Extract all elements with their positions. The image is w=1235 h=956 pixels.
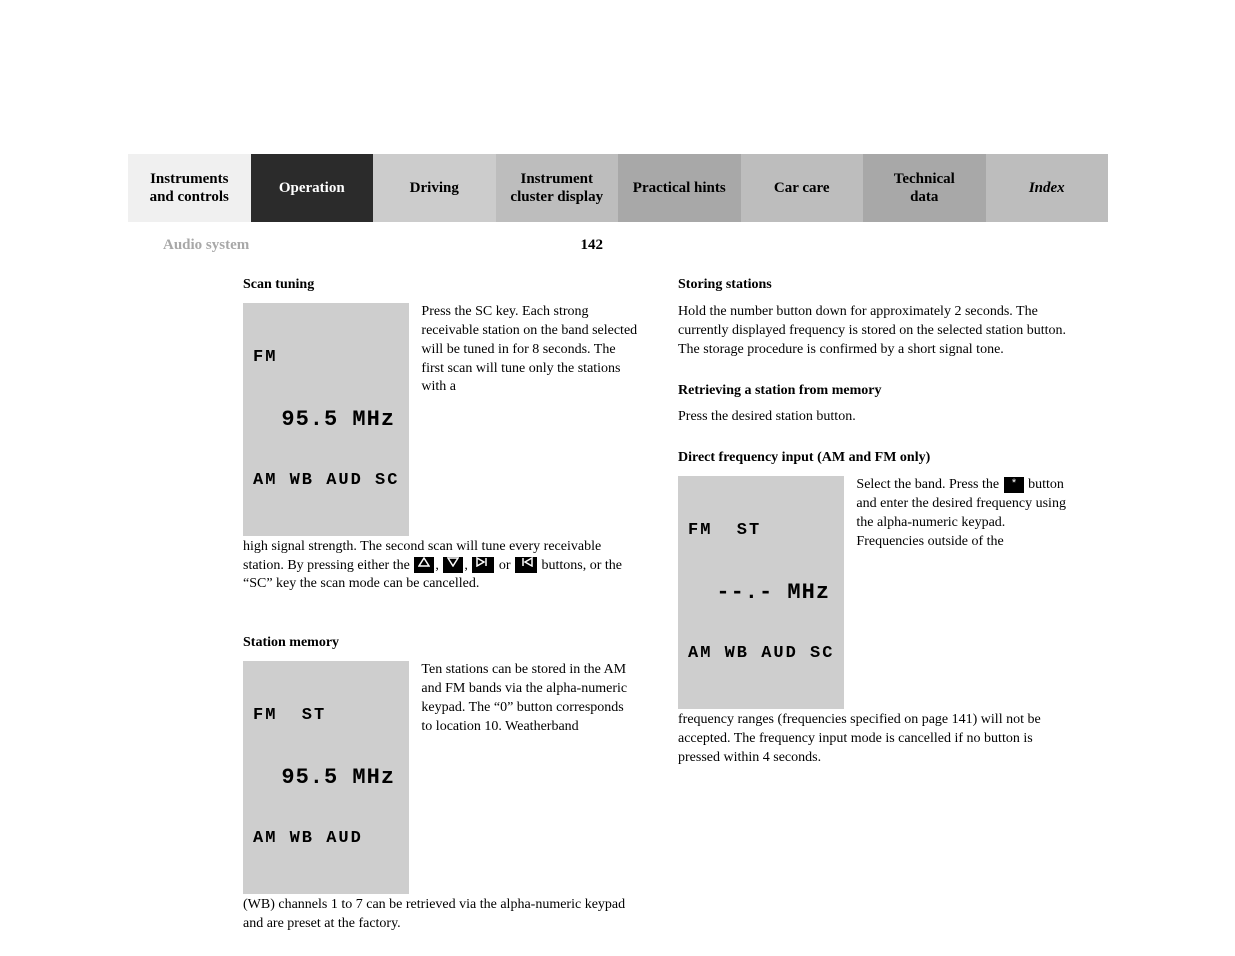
scan-tuning-section: Scan tuning FM 95.5 MHz AM WB AUD SC Pre… xyxy=(243,276,638,594)
direct-freq-section: Direct frequency input (AM and FM only) … xyxy=(678,449,1073,767)
star-icon: * xyxy=(1004,477,1024,493)
left-column: Scan tuning FM 95.5 MHz AM WB AUD SC Pre… xyxy=(243,276,638,956)
display-row-3: AM WB AUD SC xyxy=(253,471,399,491)
display-row-3: AM WB AUD SC xyxy=(688,644,834,664)
tab-instruments[interactable]: Instruments and controls xyxy=(128,154,251,222)
tab-technical-data[interactable]: Technical data xyxy=(863,154,986,222)
display-row-1: FM ST xyxy=(688,521,834,541)
scan-text-below: high signal strength. The second scan wi… xyxy=(243,536,638,595)
tab-operation[interactable]: Operation xyxy=(251,154,374,222)
nav-tabs: Instruments and controls Operation Drivi… xyxy=(128,154,1108,222)
display-frequency: 95.5 MHz xyxy=(253,407,399,432)
station-memory-section: Station memory FM ST 95.5 MHz AM WB AUD … xyxy=(243,634,638,933)
retrieve-title: Retrieving a station from memory xyxy=(678,382,1073,401)
memory-text-below: (WB) channels 1 to 7 can be retrieved vi… xyxy=(243,894,638,934)
up-arrow-icon xyxy=(414,557,434,573)
section-name: Audio system xyxy=(163,237,249,254)
page-number: 142 xyxy=(581,237,604,254)
direct-display: FM ST --.- MHz AM WB AUD SC xyxy=(678,476,844,709)
storing-text: Hold the number button down for approxim… xyxy=(678,303,1073,360)
storing-title: Storing stations xyxy=(678,276,1073,295)
direct-text-below: frequency ranges (frequencies specified … xyxy=(678,709,1073,768)
tab-cluster-display[interactable]: Instrument cluster display xyxy=(496,154,619,222)
direct-title: Direct frequency input (AM and FM only) xyxy=(678,449,1073,468)
memory-display: FM ST 95.5 MHz AM WB AUD xyxy=(243,661,409,894)
content-columns: Scan tuning FM 95.5 MHz AM WB AUD SC Pre… xyxy=(128,254,1108,956)
radio-display: FM ST 95.5 MHz AM WB AUD xyxy=(243,661,409,894)
retrieve-section: Retrieving a station from memory Press t… xyxy=(678,382,1073,428)
down-arrow-icon xyxy=(443,557,463,573)
prev-track-icon xyxy=(515,557,537,573)
svg-text:*: * xyxy=(1011,477,1016,487)
scan-below-2: or xyxy=(495,558,514,573)
right-column: Storing stations Hold the number button … xyxy=(678,276,1073,956)
page-meta: Audio system 142 xyxy=(128,222,638,254)
storing-stations-section: Storing stations Hold the number button … xyxy=(678,276,1073,360)
display-row-1: FM xyxy=(253,348,399,368)
tab-practical-hints[interactable]: Practical hints xyxy=(618,154,741,222)
tab-car-care[interactable]: Car care xyxy=(741,154,864,222)
tab-driving[interactable]: Driving xyxy=(373,154,496,222)
scan-display: FM 95.5 MHz AM WB AUD SC xyxy=(243,303,409,536)
manual-page: Instruments and controls Operation Drivi… xyxy=(128,154,1108,956)
display-frequency: --.- MHz xyxy=(688,580,834,605)
tab-index[interactable]: Index xyxy=(986,154,1109,222)
scan-tuning-title: Scan tuning xyxy=(243,276,638,295)
retrieve-text: Press the desired station button. xyxy=(678,408,1073,427)
direct-right-1: Select the band. Press the xyxy=(856,477,1002,492)
display-frequency: 95.5 MHz xyxy=(253,765,399,790)
next-track-icon xyxy=(472,557,494,573)
station-memory-title: Station memory xyxy=(243,634,638,653)
display-row-1: FM ST xyxy=(253,706,399,726)
display-row-3: AM WB AUD xyxy=(253,829,399,849)
radio-display: FM 95.5 MHz AM WB AUD SC xyxy=(243,303,409,536)
radio-display: FM ST --.- MHz AM WB AUD SC xyxy=(678,476,844,709)
